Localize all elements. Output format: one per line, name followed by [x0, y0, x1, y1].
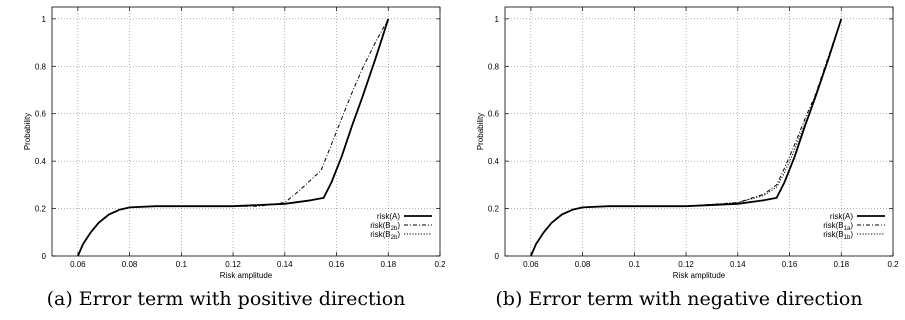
x-tick-label: 0.1 — [176, 260, 188, 269]
x-tick-label: 0.12 — [678, 260, 694, 269]
x-tick-label: 0.08 — [122, 260, 138, 269]
legend-label-1: risk(B1a) — [823, 221, 853, 232]
x-tick-label: 0.06 — [70, 260, 86, 269]
x-tick-label: 0.12 — [225, 260, 241, 269]
x-tick-label: 0.2 — [887, 260, 899, 269]
y-tick-label: 0.8 — [488, 62, 500, 71]
y-tick-label: 0.2 — [488, 205, 500, 214]
x-tick-label: 0.08 — [575, 260, 591, 269]
chart-panel-a: 0.06 0.08 0.1 0.12 0.14 0.16 0.18 0.2 0 0.2 0.4 0.6… — [0, 0, 452, 320]
x-axis-label: Risk amplitude — [673, 271, 726, 280]
y-tick-label: 0.6 — [488, 110, 500, 119]
y-axis-label: Probability — [23, 113, 32, 150]
legend-label-0: risk(A) — [830, 212, 853, 221]
y-tick-label: 0 — [495, 252, 500, 261]
y-tick-label: 0.6 — [35, 110, 47, 119]
legend-label-0: risk(A) — [377, 212, 400, 221]
y-tick-label: 0.4 — [35, 157, 47, 166]
x-tick-label: 0.1 — [629, 260, 641, 269]
caption-a: (a) Error term with positive direction — [46, 288, 406, 310]
x-tick-label: 0.2 — [434, 260, 446, 269]
y-tick-label: 0 — [42, 252, 47, 261]
plot-frame — [51, 6, 441, 257]
y-tick-label: 1 — [42, 15, 47, 24]
caption-b: (b) Error term with negative direction — [495, 288, 863, 310]
series-line-2 — [530, 18, 842, 257]
x-tick-label: 0.14 — [277, 260, 293, 269]
chart-b: 0.06 0.08 0.1 0.12 0.14 0.16 0.18 0.2 0 0.2 0.4 0.6… — [476, 6, 899, 280]
y-tick-label: 0.8 — [35, 62, 47, 71]
x-axis-label: Risk amplitude — [220, 271, 273, 280]
y-tick-label: 1 — [495, 15, 500, 24]
x-tick-label: 0.16 — [782, 260, 798, 269]
legend-label-2: risk(B2b) — [370, 230, 400, 241]
x-tick-label: 0.14 — [730, 260, 746, 269]
y-tick-label: 0.4 — [488, 157, 500, 166]
chart-panel-b: 0.06 0.08 0.1 0.12 0.14 0.16 0.18 0.2 0 0.2 0.4 0.6… — [453, 0, 905, 320]
series-line-1 — [77, 18, 389, 257]
series-line-2 — [77, 18, 389, 257]
y-axis-label: Probability — [476, 113, 485, 150]
x-tick-label: 0.16 — [329, 260, 345, 269]
chart-a: 0.06 0.08 0.1 0.12 0.14 0.16 0.18 0.2 0 0.2 0.4 0.6… — [23, 6, 446, 280]
legend-label-2: risk(B1b) — [823, 230, 853, 241]
y-tick-label: 0.2 — [35, 205, 47, 214]
x-tick-label: 0.18 — [380, 260, 396, 269]
x-tick-label: 0.18 — [833, 260, 849, 269]
x-tick-label: 0.06 — [523, 260, 539, 269]
legend-label-1: risk(B2b) — [370, 221, 400, 232]
plot-frame — [504, 6, 894, 257]
